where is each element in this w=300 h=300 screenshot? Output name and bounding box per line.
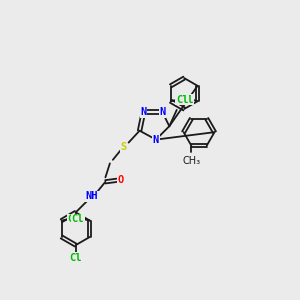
Text: Cl: Cl — [72, 214, 84, 224]
Text: N: N — [159, 107, 166, 117]
Text: O: O — [118, 175, 124, 185]
Text: CH₃: CH₃ — [182, 156, 200, 166]
Text: Cl: Cl — [181, 95, 194, 105]
Text: N: N — [140, 107, 147, 117]
Text: NH: NH — [86, 191, 98, 201]
Text: Cl: Cl — [176, 95, 188, 105]
Text: N: N — [153, 135, 159, 145]
Text: S: S — [120, 142, 126, 152]
Text: Cl: Cl — [67, 214, 80, 224]
Text: Cl: Cl — [69, 253, 82, 262]
